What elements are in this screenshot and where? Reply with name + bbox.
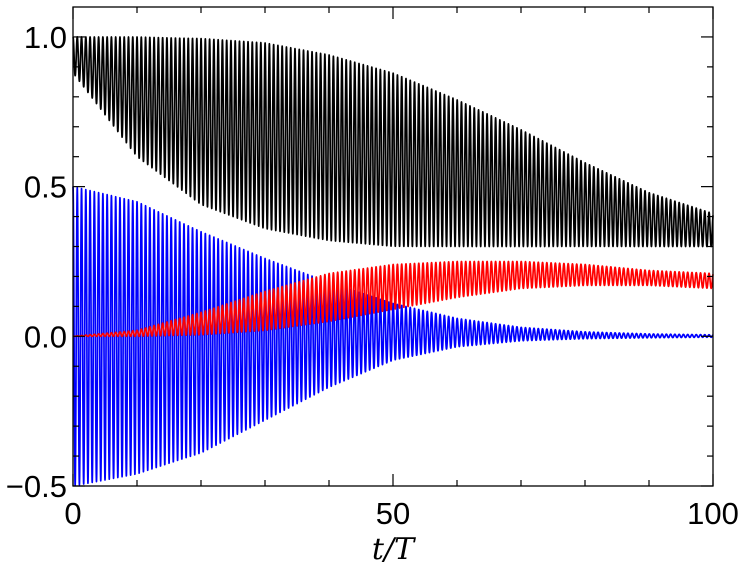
series-line-3	[72, 260, 714, 338]
tick-labels-layer: 0 50 100 −0.5 0.0 0.5 1.0	[6, 20, 739, 531]
y-tick-label: 0.5	[24, 170, 67, 205]
x-tick-label: 0	[64, 496, 81, 531]
x-tick-label: 100	[687, 496, 739, 531]
series-layer	[72, 36, 714, 487]
y-tick-label: 1.0	[24, 20, 67, 55]
series-line-1	[72, 36, 714, 248]
series-line-2	[72, 186, 714, 487]
ticks-layer	[72, 7, 714, 487]
y-tick-label: 0.0	[24, 319, 67, 354]
x-tick-label: 50	[376, 496, 410, 531]
y-tick-label: −0.5	[6, 469, 67, 504]
x-axis-label: t/T	[372, 532, 416, 567]
